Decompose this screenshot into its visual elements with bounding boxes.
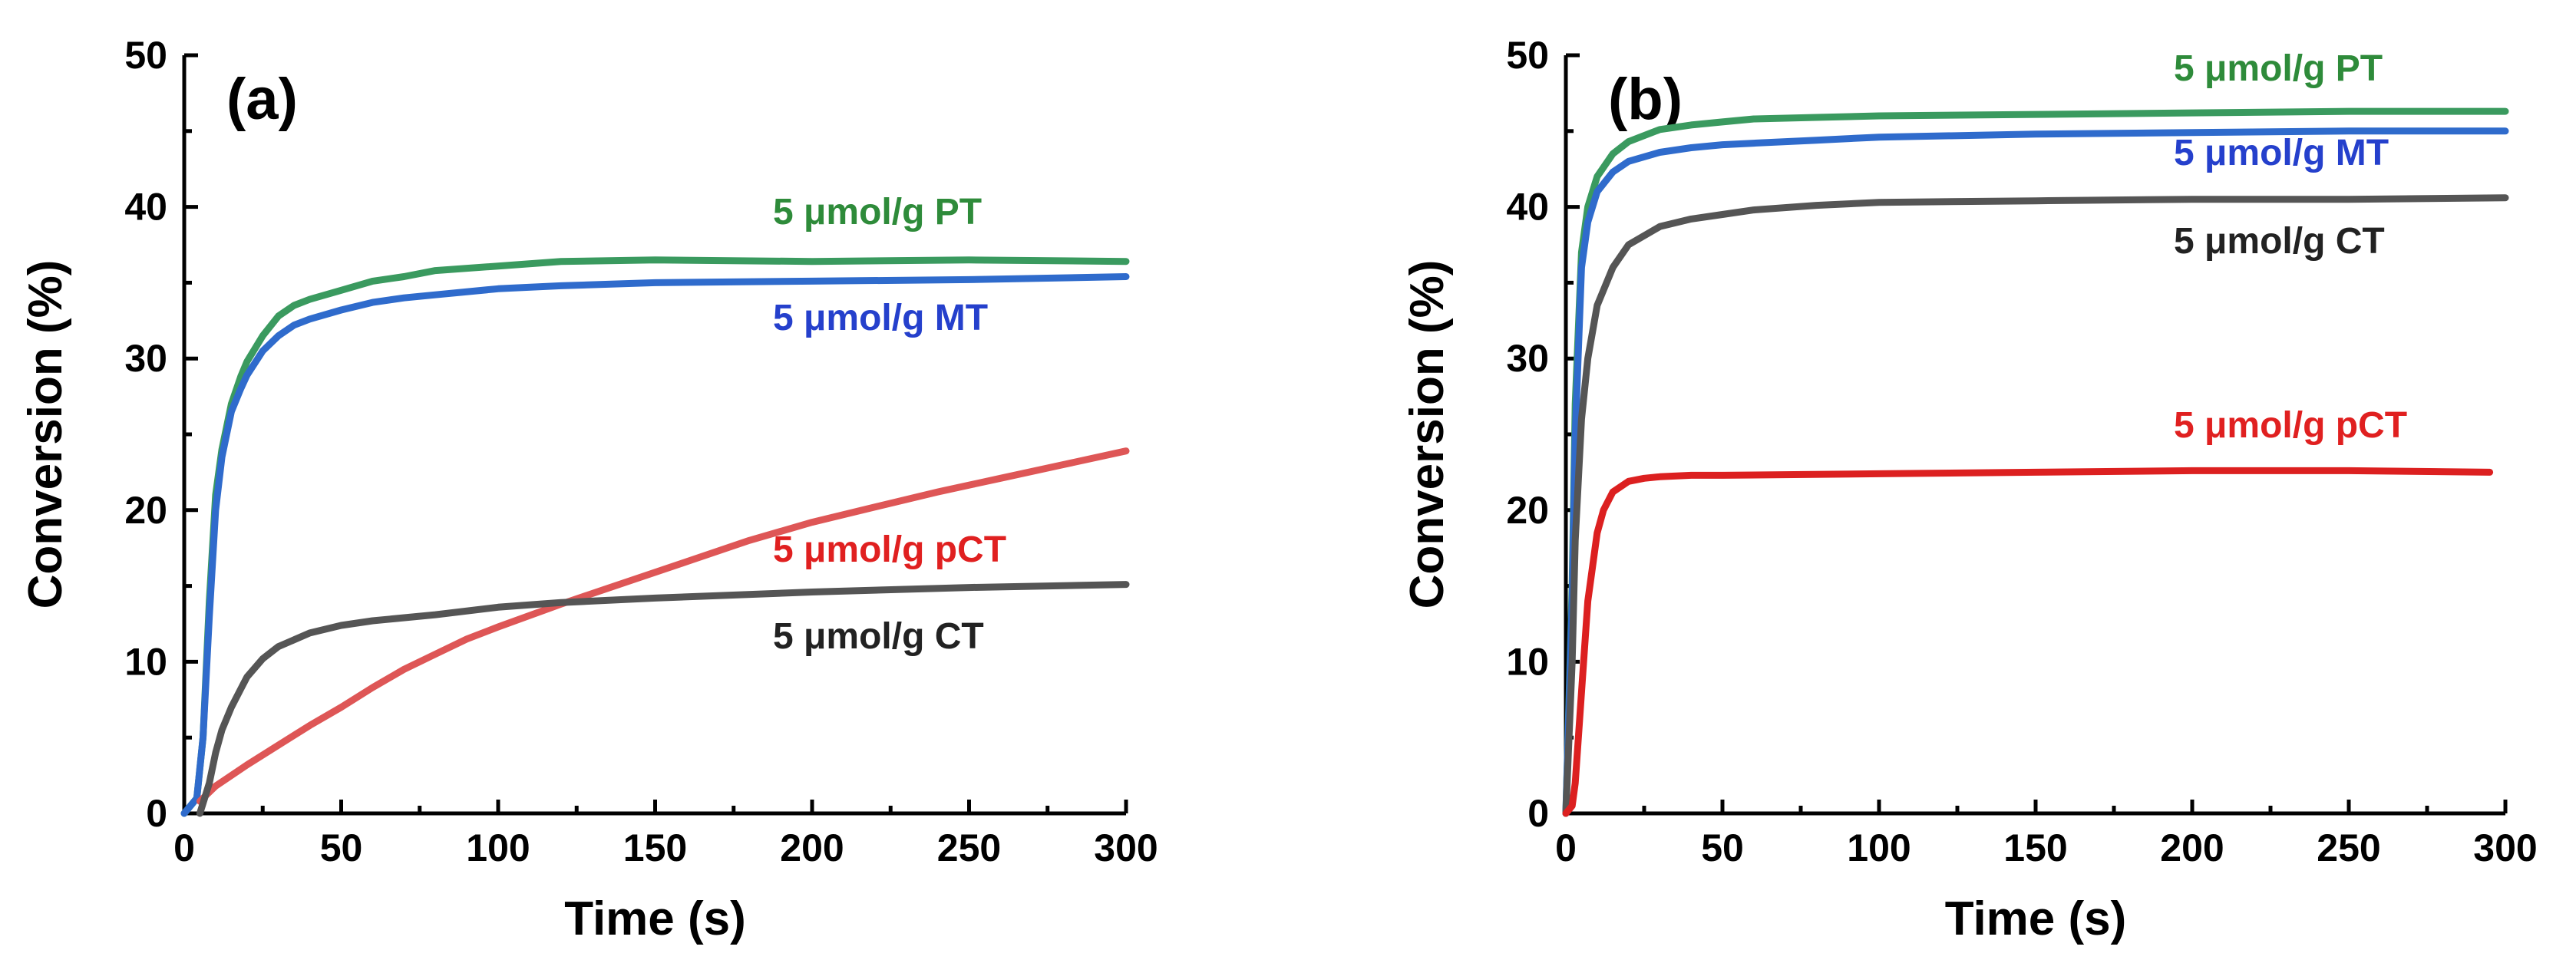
chart-b-y-tick-label: 30 (1506, 337, 1549, 380)
chart-a-series-label-1: 5 μmol/g PT (773, 192, 982, 233)
chart-a-x-tick-label: 200 (780, 826, 844, 869)
chart-a: 0 50 100 150 200 250 300 0 10 20 30 40 50 Time (s) Con… (19, 34, 1158, 945)
chart-b-panel-label: (b) (1608, 67, 1683, 132)
chart-a-x-tick-label: 150 (623, 826, 687, 869)
chart-a-y-tick-label: 50 (124, 34, 167, 77)
chart-b-y-tick-label: 40 (1506, 186, 1549, 229)
chart-b-series-label-2: 5 μmol/g MT (2174, 133, 2389, 173)
chart-a-y-axis-title: Conversion (%) (19, 260, 72, 609)
chart-b-x-axis-title: Time (s) (1945, 892, 2127, 945)
chart-b-x-tick-label: 200 (2160, 826, 2224, 869)
chart-a-y-tick-label: 0 (146, 792, 167, 835)
chart-b-x-tick-label: 50 (1701, 826, 1744, 869)
chart-a-x-tick-label: 0 (173, 826, 195, 869)
chart-b-x-tick-label: 100 (1847, 826, 1911, 869)
chart-b-y-axis-title: Conversion (%) (1401, 260, 1454, 609)
chart-b-x-tick-label: 250 (2317, 826, 2380, 869)
chart-b-x-tick-label: 300 (2473, 826, 2537, 869)
chart-b-y-tick-label: 50 (1506, 34, 1549, 77)
chart-b-series-line-3 (1562, 194, 2509, 817)
chart-a-x-tick-label: 250 (937, 826, 1001, 869)
chart-b-series-label-1: 5 μmol/g PT (2174, 48, 2383, 89)
chart-b-series-label-3: 5 μmol/g CT (2174, 221, 2385, 262)
chart-b-y-tick-label: 10 (1506, 640, 1549, 683)
chart-a-x-tick-label: 300 (1094, 826, 1158, 869)
chart-b-series-label-4: 5 μmol/g pCT (2174, 405, 2407, 446)
chart-b-x-tick-label: 0 (1555, 826, 1577, 869)
chart-a-x-axis-title: Time (s) (564, 892, 746, 945)
chart-b-series-line-4 (1562, 467, 2494, 817)
chart-a-panel-label: (a) (226, 67, 298, 132)
chart-a-series-label-4: 5 μmol/g CT (773, 616, 984, 657)
chart-a-x-tick-label: 50 (320, 826, 363, 869)
chart-a-y-tick-label: 30 (124, 337, 167, 380)
chart-a-y-tick-label: 40 (124, 186, 167, 229)
chart-a-y-tick-label: 10 (124, 640, 167, 683)
chart-a-y-tick-label: 20 (124, 489, 167, 532)
chart-b-x-tick-label: 150 (2003, 826, 2067, 869)
chart-a-series-label-2: 5 μmol/g MT (773, 298, 988, 338)
chart-b-y-tick-label: 20 (1506, 489, 1549, 532)
chart-a-series-line-3 (196, 447, 1130, 805)
chart-a-series-line-4 (196, 581, 1130, 817)
chart-b-series-line-2 (1562, 127, 2509, 817)
chart-b-y-tick-label: 0 (1527, 792, 1549, 835)
chart-b: 0 50 100 150 200 250 300 0 10 20 30 40 50 Time (s) Con… (1401, 34, 2538, 945)
chart-a-series-line-2 (180, 273, 1130, 817)
chart-a-series-label-3: 5 μmol/g pCT (773, 529, 1006, 570)
chart-a-x-tick-label: 100 (466, 826, 530, 869)
